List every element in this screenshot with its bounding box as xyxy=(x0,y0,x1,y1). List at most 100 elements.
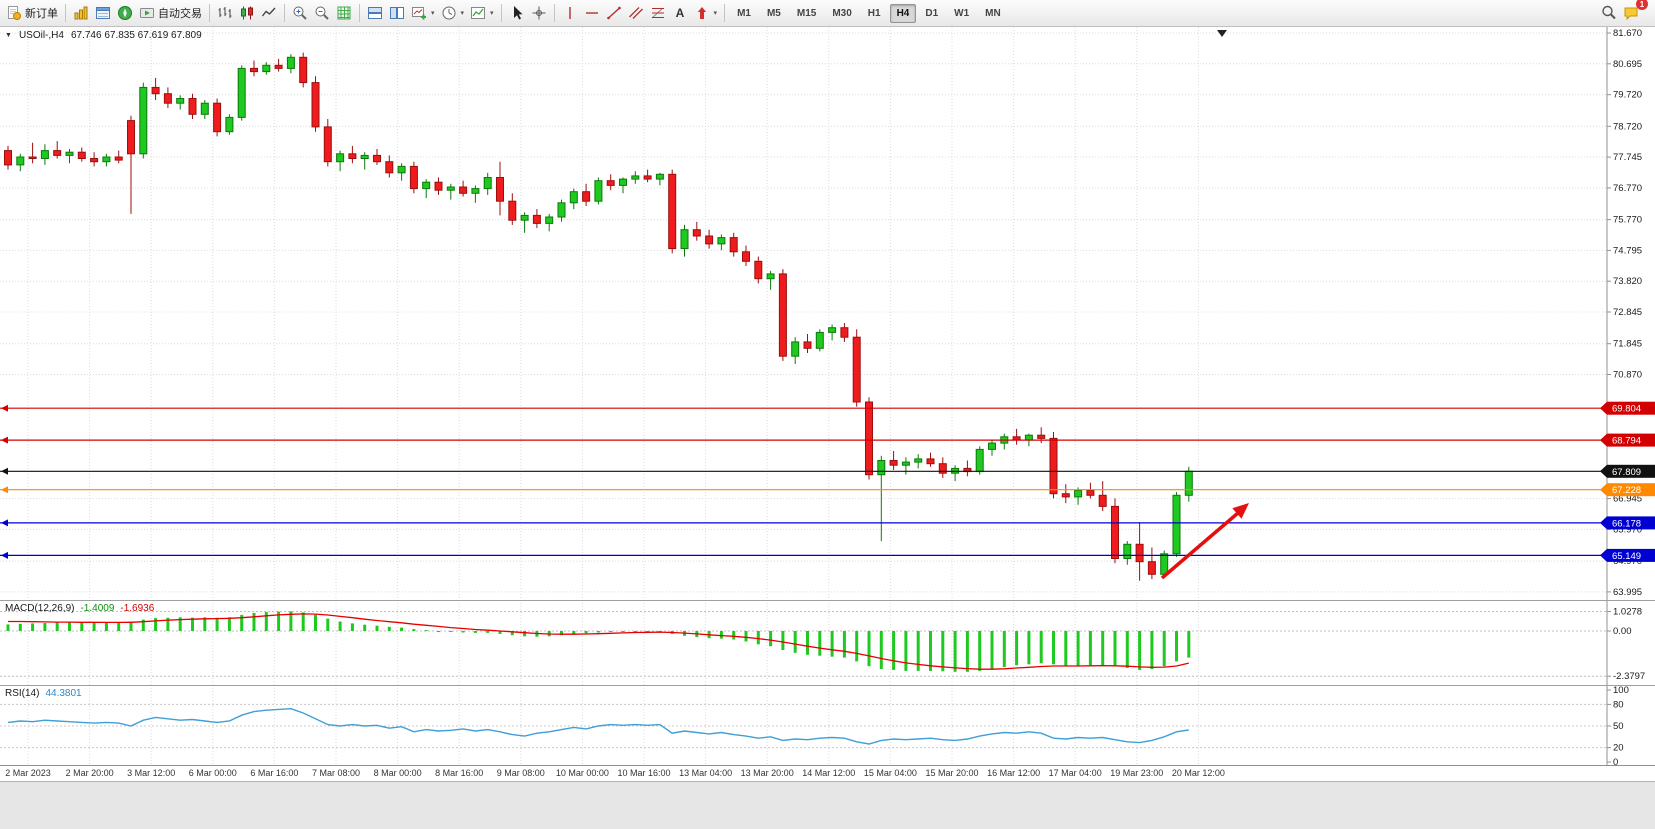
text-icon: A xyxy=(675,6,684,20)
timeframe-mn-button[interactable]: MN xyxy=(985,7,1001,19)
time-axis-label: 2 Mar 2023 xyxy=(5,768,51,778)
rsi-axis-label: 100 xyxy=(1613,685,1629,696)
time-axis-label: 3 Mar 12:00 xyxy=(127,768,176,778)
fibonacci-button[interactable] xyxy=(647,2,669,24)
horizontal-line-button[interactable] xyxy=(581,2,603,24)
timeframe-h1-button[interactable]: H1 xyxy=(867,7,881,19)
horizontal-price-line[interactable] xyxy=(0,404,1607,412)
horizontal-price-line[interactable] xyxy=(0,486,1607,494)
price-tick-label: 65.970 xyxy=(1613,524,1642,535)
price-axis[interactable] xyxy=(1607,27,1655,600)
arrows-button[interactable]: ▾ xyxy=(691,2,721,24)
toolbar-separator xyxy=(553,4,555,22)
search-button[interactable] xyxy=(1598,2,1620,24)
price-tick-label: 70.870 xyxy=(1613,370,1642,381)
timeframe-m30-button[interactable]: M30 xyxy=(832,7,852,19)
horizontal-price-line[interactable] xyxy=(0,467,1607,475)
horizontal-price-line[interactable] xyxy=(0,551,1607,559)
bar-chart-button[interactable] xyxy=(214,2,236,24)
rsi-label: RSI(14) xyxy=(5,688,40,699)
channel-button[interactable] xyxy=(625,2,647,24)
price-tick-label: 73.820 xyxy=(1613,276,1642,287)
text-button[interactable]: A xyxy=(669,2,691,24)
price-tick-label: 80.695 xyxy=(1613,59,1642,70)
time-axis-label: 17 Mar 04:00 xyxy=(1048,768,1102,778)
grid-button[interactable] xyxy=(333,2,355,24)
new-order-icon xyxy=(8,6,21,20)
price-line-label: 66.178 xyxy=(1600,516,1655,530)
timeframe-m15-button[interactable]: M15 xyxy=(796,7,817,19)
market-watch-icon xyxy=(74,6,88,20)
crosshair-button[interactable] xyxy=(528,2,550,24)
horizontal-price-line[interactable] xyxy=(0,436,1607,444)
price-tick-label: 63.995 xyxy=(1613,587,1642,598)
rsi-axis-label: 20 xyxy=(1613,743,1624,754)
time-axis-label: 15 Mar 04:00 xyxy=(863,768,917,778)
svg-text:68.794: 68.794 xyxy=(1612,436,1641,447)
navigator-icon xyxy=(118,6,132,20)
timeframe-d1-button[interactable]: D1 xyxy=(925,7,939,19)
symbol-timeframe-label: USOil-,H4 xyxy=(18,30,64,41)
svg-text:69.804: 69.804 xyxy=(1612,404,1641,415)
rsi-title: RSI(14) 44.3801 xyxy=(5,688,82,699)
price-chart[interactable]: 81.670 80.695 79.720 78.720 77.745 76.770 75.7… xyxy=(0,27,1655,600)
chat-icon xyxy=(1624,7,1638,21)
new-chart-button[interactable]: ▾ xyxy=(408,2,438,24)
tile-vertical-button[interactable] xyxy=(386,2,408,24)
price-line-label: 65.149 xyxy=(1600,548,1655,562)
tile-horizontal-button[interactable] xyxy=(364,2,386,24)
time-axis-label: 19 Mar 23:00 xyxy=(1110,768,1164,778)
rsi-panel: 100 80 50 20 0 RSI(14) 44.3801 xyxy=(0,685,1655,765)
timeframe-m5-button[interactable]: M5 xyxy=(766,7,781,19)
trend-arrow-annotation[interactable] xyxy=(1160,503,1249,580)
price-tick-label: 66.945 xyxy=(1613,494,1642,505)
indicators-icon xyxy=(471,7,486,19)
zoom-in-button[interactable] xyxy=(289,2,311,24)
macd-signal-line xyxy=(8,613,1189,670)
rsi-axis-label: 0 xyxy=(1613,757,1618,765)
time-axis[interactable]: 2 Mar 2023 2 Mar 20:00 3 Mar 12:00 6 Mar 00… xyxy=(0,765,1655,781)
svg-text:66.178: 66.178 xyxy=(1612,518,1641,529)
trendline-button[interactable] xyxy=(603,2,625,24)
new-order-button[interactable]: 新订单 xyxy=(3,2,61,24)
macd-label: MACD(12,26,9) xyxy=(5,603,75,614)
macd-chart[interactable]: 1.0278 0.00 -2.3797 xyxy=(0,600,1655,685)
data-window-button[interactable] xyxy=(92,2,114,24)
collapse-chart-button[interactable]: ▼ xyxy=(5,32,12,39)
market-watch-button[interactable] xyxy=(70,2,92,24)
horizontal-price-line[interactable] xyxy=(0,519,1607,527)
time-axis-label: 20 Mar 12:00 xyxy=(1171,768,1225,778)
time-axis-label: 15 Mar 20:00 xyxy=(925,768,979,778)
zoom-out-icon xyxy=(315,6,329,20)
time-axis-label: 8 Mar 16:00 xyxy=(435,768,484,778)
autotrade-button[interactable]: 自动交易 xyxy=(136,2,205,24)
ohlc-values: 67.746 67.835 67.619 67.809 xyxy=(70,30,202,41)
tile-horizontal-icon xyxy=(368,7,382,19)
price-tick-label: 77.745 xyxy=(1613,152,1642,163)
autotrade-icon xyxy=(140,8,154,18)
grid-icon xyxy=(337,6,351,20)
toolbar-separator xyxy=(359,4,360,22)
fibonacci-icon xyxy=(651,7,664,19)
candle-chart-button[interactable] xyxy=(236,2,258,24)
notifications-button[interactable]: 1 xyxy=(1620,0,1648,24)
vertical-line-button[interactable] xyxy=(559,2,581,24)
cursor-button[interactable] xyxy=(506,2,528,24)
rsi-chart[interactable]: 100 80 50 20 0 xyxy=(0,685,1655,765)
notification-badge: 1 xyxy=(1636,0,1648,10)
timeframe-w1-button[interactable]: W1 xyxy=(954,7,970,19)
price-tick-label: 78.720 xyxy=(1613,121,1642,132)
time-axis-label: 9 Mar 08:00 xyxy=(496,768,545,778)
price-tick-label: 72.845 xyxy=(1613,307,1642,318)
timeframe-h4-button[interactable]: H4 xyxy=(889,3,917,23)
toolbar-separator xyxy=(500,4,502,22)
indicators-button[interactable]: ▾ xyxy=(467,2,497,24)
clock-button[interactable]: ▾ xyxy=(438,2,468,24)
zoom-out-button[interactable] xyxy=(311,2,333,24)
navigator-button[interactable] xyxy=(114,2,136,24)
timeframe-m1-button[interactable]: M1 xyxy=(737,7,751,19)
macd-panel: 1.0278 0.00 -2.3797 MACD(12,26,9) -1.4009 … xyxy=(0,600,1655,685)
macd-main-value: -1.4009 xyxy=(80,603,115,614)
rsi-axis-label: 50 xyxy=(1613,721,1624,732)
line-chart-button[interactable] xyxy=(258,2,280,24)
